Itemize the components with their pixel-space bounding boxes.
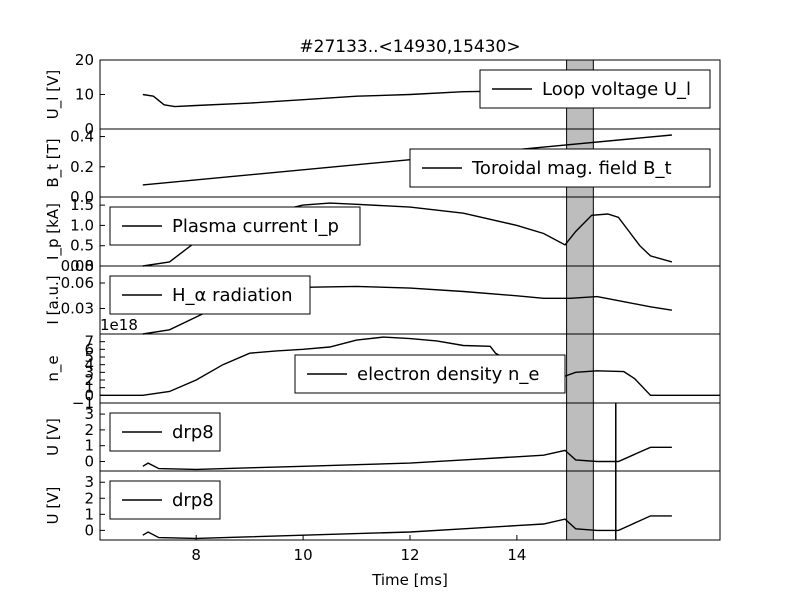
y-tick-label: 3 [84, 405, 94, 423]
y-tick-label: 0.0 [70, 188, 94, 206]
panel-6-series-line [142, 446, 672, 471]
y-tick-label: 2 [84, 489, 94, 507]
y-axis-label: n_e [44, 355, 63, 381]
legend-label: Toroidal mag. field B_t [471, 158, 672, 179]
panel-1-series-line [142, 90, 549, 108]
chart-title: #27133..<14930,15430> [299, 37, 520, 57]
y-tick-label: 0.06 [61, 274, 94, 292]
panel-2: 0.0 0.2 0.4 B_t [T] Toroidal mag. field B_t [44, 128, 721, 206]
x-axis-label: Time [ms] [371, 571, 448, 589]
y-tick-label: 3 [84, 363, 94, 381]
y-tick-label: 20 [75, 51, 94, 69]
offset-label: 1e18 [100, 316, 138, 334]
y-axis-label: I [a.u.] [44, 275, 62, 324]
y-axis-label: B_t [T] [44, 138, 63, 187]
y-axis-label: I_p [kA] [44, 203, 63, 260]
x-tick-label: 10 [294, 546, 313, 564]
legend-label: H_α radiation [172, 285, 293, 306]
y-tick-label: 1.5 [70, 196, 94, 214]
y-tick-label: 2 [84, 371, 94, 389]
y-tick-label: 0 [84, 521, 94, 539]
legend-label: Plasma current I_p [172, 216, 339, 237]
y-tick-label: 0 [84, 120, 94, 138]
panel-1: 0 10 20 U_l [V] Loop voltage U_l [44, 51, 721, 138]
legend-label: drp8 [172, 490, 214, 511]
y-tick-label: 0 [84, 453, 94, 471]
y-tick-label: 1 [84, 505, 94, 523]
y-tick-label: 1 [84, 437, 94, 455]
panel-3: 0.0 0.5 1.0 1.5 I_p [kA] Plasma current I_p [44, 196, 721, 275]
legend-label: electron density n_e [357, 364, 539, 385]
y-tick-label: 6 [84, 340, 94, 358]
y-tick-label: 1 [84, 379, 94, 397]
x-tick-label: 8 [191, 546, 201, 564]
y-tick-label: 3 [84, 473, 94, 491]
y-axis-label: U [V] [44, 487, 62, 525]
y-tick-label: 0.03 [61, 300, 94, 318]
legend-label: drp8 [172, 422, 214, 443]
highlight-span [566, 59, 594, 541]
y-tick-label: 2 [84, 421, 94, 439]
y-tick-label: 10 [75, 86, 94, 104]
y-tick-label: 0.5 [70, 237, 94, 255]
x-tick-label: 14 [507, 546, 526, 564]
y-tick-label: −1 [72, 394, 94, 412]
panel-5-series-line [100, 336, 720, 396]
y-tick-label: 1.0 [70, 216, 94, 234]
y-axis-label: U_l [V] [44, 70, 63, 119]
panel-4: 0.03 0.060.08I [a.u.] H_α radiation [44, 257, 721, 335]
x-tick-label: 12 [400, 546, 419, 564]
y-tick-label: 0 [84, 386, 94, 404]
y-axis-label: U [V] [44, 418, 62, 456]
y-tick-label: 0.4 [70, 128, 94, 146]
y-tick-label: 7 [84, 333, 94, 351]
panel-2-series-line [142, 134, 672, 186]
y-tick-label: 0.2 [70, 158, 94, 176]
y-tick-label: 5 [84, 348, 94, 366]
y-tick-label: 0.08 [61, 257, 94, 275]
legend-label: Loop voltage U_l [542, 79, 691, 100]
y-tick-label: 4 [84, 356, 94, 374]
y-tick-label: 0.0 [70, 257, 94, 275]
